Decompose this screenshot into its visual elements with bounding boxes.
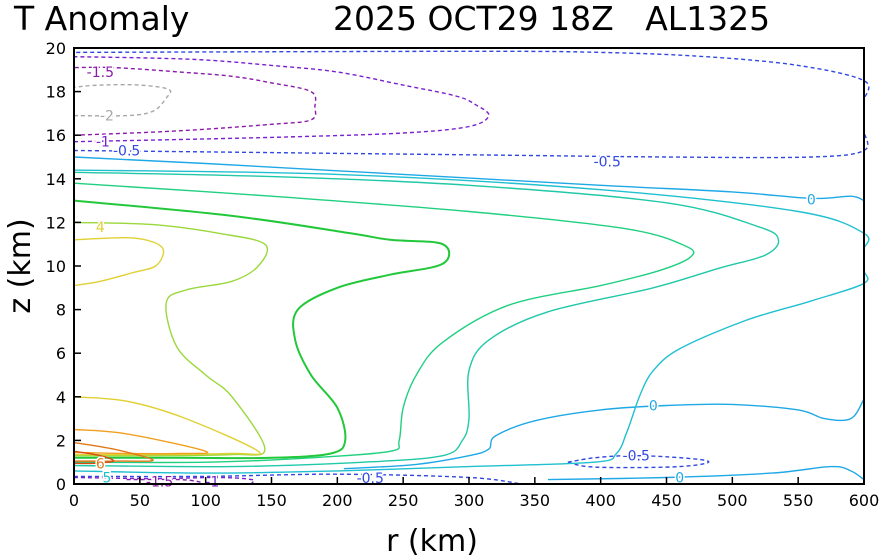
y-tick-label: 2 <box>56 431 66 450</box>
contour-line <box>73 56 490 143</box>
y-tick-label: 8 <box>56 301 66 320</box>
contour-label: -0.5 <box>623 449 650 465</box>
contour-label: 5 <box>102 470 111 486</box>
y-tick-label: 10 <box>46 257 66 276</box>
contour-lines <box>73 50 870 485</box>
x-axis-label: r (km) <box>386 524 478 559</box>
x-axis-ticks: 0 50 100 150 200 250 300 350 400 450 500 550 600 <box>69 477 879 510</box>
contour-line <box>73 182 695 464</box>
contour-line <box>73 476 255 484</box>
x-tick-label: 550 <box>783 491 814 510</box>
contour-line <box>73 199 451 460</box>
contour-label: -0.5 <box>594 154 621 170</box>
contour-line <box>343 398 865 470</box>
x-tick-label: 400 <box>585 491 616 510</box>
contour-line <box>73 428 209 455</box>
contour-label: -1.5 <box>87 65 114 81</box>
x-tick-label: 250 <box>388 491 419 510</box>
contour-line <box>73 171 780 468</box>
x-tick-label: 100 <box>190 491 221 510</box>
contour-line <box>73 236 165 287</box>
contour-label: 6 <box>96 456 105 472</box>
contour-line <box>73 473 522 485</box>
contour-line <box>547 465 865 481</box>
x-tick-label: 150 <box>256 491 287 510</box>
y-tick-label: 12 <box>46 213 66 232</box>
contour-line <box>126 478 202 485</box>
contour-label: -1.5 <box>146 474 173 490</box>
y-tick-label: 18 <box>46 83 66 102</box>
y-axis-label: z (km) <box>3 218 38 313</box>
contour-label: 0 <box>675 470 684 486</box>
x-tick-label: 300 <box>454 491 485 510</box>
x-tick-label: 200 <box>322 491 353 510</box>
x-tick-label: 600 <box>849 491 879 510</box>
contour-line <box>73 66 317 136</box>
contour-label: 0 <box>649 399 658 415</box>
x-tick-label: 50 <box>130 491 150 510</box>
contour-line <box>73 169 870 474</box>
contour-line <box>73 441 154 462</box>
y-tick-label: 16 <box>46 126 66 145</box>
contour-label: -0.5 <box>113 143 140 159</box>
contour-line <box>73 83 172 117</box>
chart-subtitle: 2025 OCT29 18Z AL1325 <box>333 0 770 38</box>
contour-label: 4 <box>96 220 105 236</box>
chart-title: T Anomaly <box>13 0 189 38</box>
contour-label: -1 <box>205 474 219 490</box>
x-tick-label: 450 <box>651 491 682 510</box>
x-tick-label: 0 <box>69 491 79 510</box>
y-tick-label: 20 <box>46 39 66 58</box>
contour-line <box>567 454 710 469</box>
y-tick-label: 4 <box>56 388 66 407</box>
x-tick-label: 350 <box>520 491 551 510</box>
contour-label: -1 <box>96 135 110 151</box>
y-tick-label: 0 <box>56 475 66 494</box>
y-axis-ticks: 0 2 4 6 8 10 12 14 16 18 20 <box>46 39 81 494</box>
contour-line <box>73 450 115 465</box>
contour-line <box>73 221 269 457</box>
contour-line <box>73 156 865 202</box>
contour-label: -2 <box>100 109 114 125</box>
y-tick-label: 14 <box>46 170 66 189</box>
contour-line <box>73 396 261 456</box>
contour-label: 0 <box>807 193 816 209</box>
x-tick-label: 500 <box>717 491 748 510</box>
y-tick-label: 6 <box>56 344 66 363</box>
